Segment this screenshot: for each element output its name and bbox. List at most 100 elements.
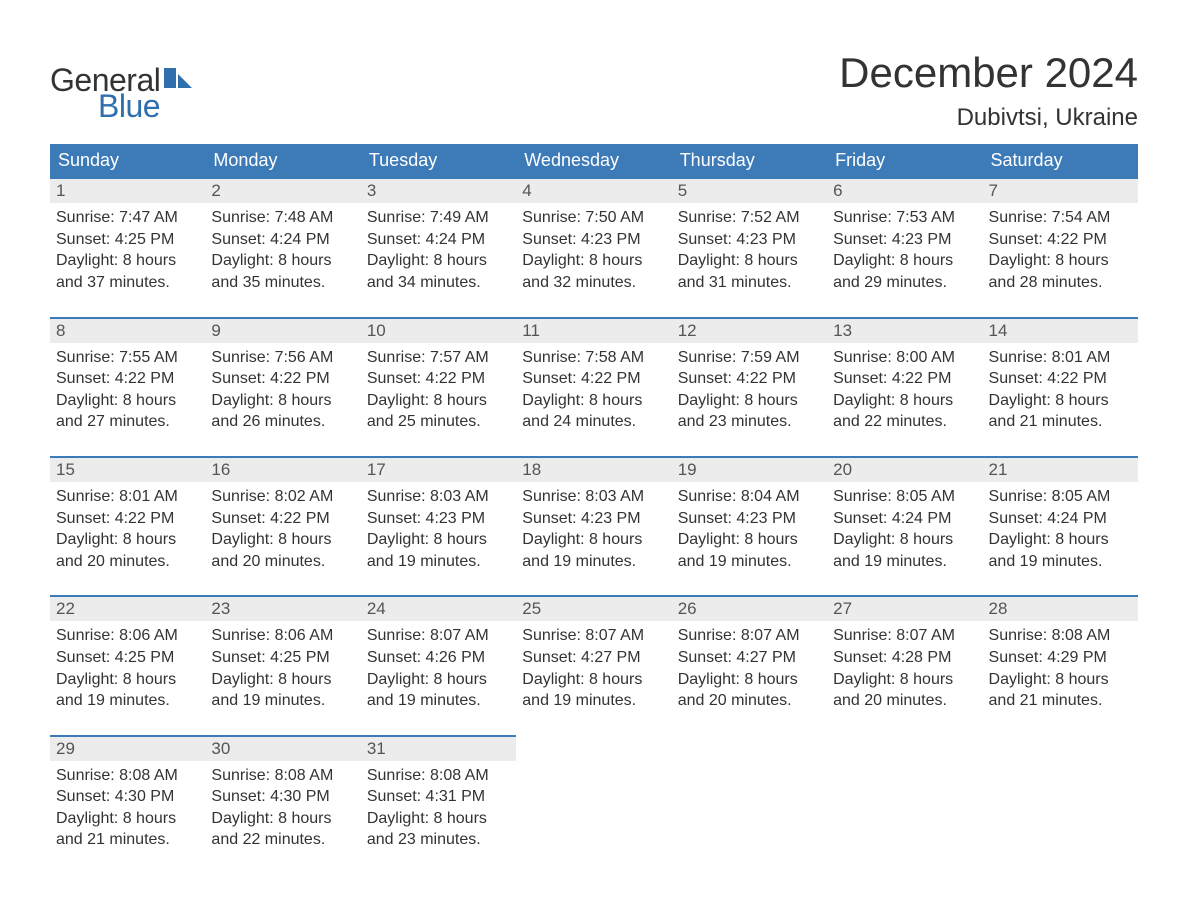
sunset-text: Sunset: 4:24 PM [367,229,510,251]
day-cell: Sunrise: 8:05 AMSunset: 4:24 PMDaylight:… [983,482,1138,578]
daylight-text-1: Daylight: 8 hours [367,529,510,551]
sunrise-text: Sunrise: 7:55 AM [56,347,199,369]
daylight-text-2: and 21 minutes. [989,411,1132,433]
day-cell: Sunrise: 7:48 AMSunset: 4:24 PMDaylight:… [205,203,360,299]
day-number: 24 [361,596,516,621]
daylight-text-2: and 19 minutes. [678,551,821,573]
daylight-text-2: and 19 minutes. [833,551,976,573]
daylight-text-2: and 22 minutes. [211,829,354,851]
sunset-text: Sunset: 4:24 PM [211,229,354,251]
daylight-text-2: and 26 minutes. [211,411,354,433]
sunrise-text: Sunrise: 7:49 AM [367,207,510,229]
logo-flag-icon [164,68,192,92]
day-cell: Sunrise: 8:03 AMSunset: 4:23 PMDaylight:… [516,482,671,578]
day-number: 11 [516,318,671,343]
sunset-text: Sunset: 4:30 PM [56,786,199,808]
day-cell: Sunrise: 8:01 AMSunset: 4:22 PMDaylight:… [983,343,1138,439]
day-cell [672,761,827,857]
sunset-text: Sunset: 4:28 PM [833,647,976,669]
sunrise-text: Sunrise: 7:53 AM [833,207,976,229]
sunset-text: Sunset: 4:25 PM [211,647,354,669]
sunrise-text: Sunrise: 8:08 AM [56,765,199,787]
day-cell: Sunrise: 8:00 AMSunset: 4:22 PMDaylight:… [827,343,982,439]
day-cell: Sunrise: 8:06 AMSunset: 4:25 PMDaylight:… [50,621,205,717]
daylight-text-1: Daylight: 8 hours [833,529,976,551]
day-number: 17 [361,457,516,482]
daylight-text-2: and 34 minutes. [367,272,510,294]
day-cell: Sunrise: 7:57 AMSunset: 4:22 PMDaylight:… [361,343,516,439]
sunrise-text: Sunrise: 8:05 AM [989,486,1132,508]
daylight-text-1: Daylight: 8 hours [211,529,354,551]
daylight-text-1: Daylight: 8 hours [56,808,199,830]
daylight-text-2: and 25 minutes. [367,411,510,433]
daylight-text-2: and 20 minutes. [211,551,354,573]
daylight-text-1: Daylight: 8 hours [678,669,821,691]
daylight-text-1: Daylight: 8 hours [678,250,821,272]
day-cell: Sunrise: 7:59 AMSunset: 4:22 PMDaylight:… [672,343,827,439]
daylight-text-1: Daylight: 8 hours [522,250,665,272]
day-cell [827,761,982,857]
day-number: 6 [827,178,982,203]
sunset-text: Sunset: 4:22 PM [56,368,199,390]
daylight-text-1: Daylight: 8 hours [56,529,199,551]
day-cell: Sunrise: 7:58 AMSunset: 4:22 PMDaylight:… [516,343,671,439]
day-number: 20 [827,457,982,482]
sunset-text: Sunset: 4:25 PM [56,647,199,669]
sunrise-text: Sunrise: 8:08 AM [989,625,1132,647]
day-number [983,736,1138,761]
sunrise-text: Sunrise: 7:48 AM [211,207,354,229]
daylight-text-1: Daylight: 8 hours [989,669,1132,691]
sunrise-text: Sunrise: 8:05 AM [833,486,976,508]
daylight-text-1: Daylight: 8 hours [522,390,665,412]
daylight-text-2: and 19 minutes. [367,690,510,712]
day-number: 7 [983,178,1138,203]
day-number: 8 [50,318,205,343]
day-cell: Sunrise: 8:02 AMSunset: 4:22 PMDaylight:… [205,482,360,578]
day-number: 2 [205,178,360,203]
daylight-text-1: Daylight: 8 hours [56,390,199,412]
day-number: 18 [516,457,671,482]
sunset-text: Sunset: 4:24 PM [989,508,1132,530]
day-cell: Sunrise: 8:04 AMSunset: 4:23 PMDaylight:… [672,482,827,578]
sunset-text: Sunset: 4:23 PM [367,508,510,530]
day-cell [516,761,671,857]
daylight-text-1: Daylight: 8 hours [211,808,354,830]
day-number [672,736,827,761]
logo: General Blue [50,50,192,122]
day-cell: Sunrise: 7:56 AMSunset: 4:22 PMDaylight:… [205,343,360,439]
daylight-text-1: Daylight: 8 hours [833,669,976,691]
weekday-header: Thursday [672,144,827,178]
weekday-header: Friday [827,144,982,178]
daylight-text-2: and 20 minutes. [678,690,821,712]
sunrise-text: Sunrise: 8:03 AM [522,486,665,508]
weekday-header: Monday [205,144,360,178]
sunset-text: Sunset: 4:23 PM [522,229,665,251]
day-cell: Sunrise: 8:05 AMSunset: 4:24 PMDaylight:… [827,482,982,578]
sunrise-text: Sunrise: 8:07 AM [522,625,665,647]
day-number: 21 [983,457,1138,482]
day-cell: Sunrise: 7:53 AMSunset: 4:23 PMDaylight:… [827,203,982,299]
sunset-text: Sunset: 4:22 PM [211,368,354,390]
daylight-text-2: and 22 minutes. [833,411,976,433]
sunrise-text: Sunrise: 8:00 AM [833,347,976,369]
sunrise-text: Sunrise: 7:56 AM [211,347,354,369]
sunset-text: Sunset: 4:23 PM [678,508,821,530]
daylight-text-1: Daylight: 8 hours [56,669,199,691]
day-cell: Sunrise: 7:54 AMSunset: 4:22 PMDaylight:… [983,203,1138,299]
sunset-text: Sunset: 4:22 PM [367,368,510,390]
daylight-text-1: Daylight: 8 hours [56,250,199,272]
daylight-text-1: Daylight: 8 hours [989,250,1132,272]
sunrise-text: Sunrise: 8:04 AM [678,486,821,508]
day-number: 31 [361,736,516,761]
day-number: 30 [205,736,360,761]
sunset-text: Sunset: 4:22 PM [833,368,976,390]
sunset-text: Sunset: 4:22 PM [989,229,1132,251]
day-number: 10 [361,318,516,343]
daylight-text-1: Daylight: 8 hours [678,529,821,551]
day-cell: Sunrise: 8:07 AMSunset: 4:27 PMDaylight:… [516,621,671,717]
sunset-text: Sunset: 4:24 PM [833,508,976,530]
sunset-text: Sunset: 4:25 PM [56,229,199,251]
sunset-text: Sunset: 4:29 PM [989,647,1132,669]
daylight-text-2: and 19 minutes. [522,690,665,712]
day-cell: Sunrise: 8:08 AMSunset: 4:29 PMDaylight:… [983,621,1138,717]
